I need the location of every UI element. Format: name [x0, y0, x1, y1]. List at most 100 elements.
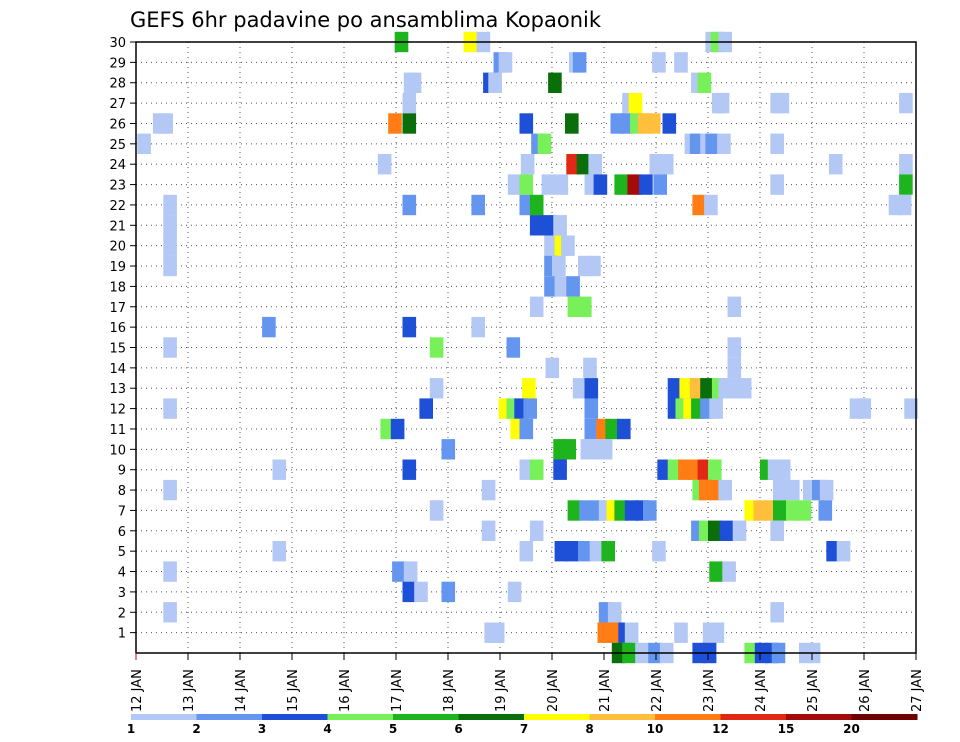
x-tick-label: 26 JAN: [858, 669, 873, 712]
y-tick-label: 20: [109, 240, 126, 255]
heatmap-cell: [597, 622, 612, 643]
heatmap-cell: [624, 622, 639, 643]
heatmap-cell: [689, 378, 704, 399]
heatmap-cell: [773, 479, 787, 501]
heatmap-cell: [572, 52, 587, 73]
heatmap-cell: [548, 72, 562, 93]
y-tick-label: 21: [109, 219, 126, 234]
legend-swatch: [851, 714, 918, 720]
heatmap-cell: [529, 194, 544, 216]
heatmap-cell: [163, 479, 177, 501]
heatmap-cell: [717, 133, 731, 154]
heatmap-cell: [605, 418, 619, 440]
heatmap-cell: [566, 154, 580, 175]
y-tick-label: 23: [109, 179, 126, 194]
heatmap-cell: [770, 174, 784, 195]
heatmap-cell: [490, 622, 505, 643]
heatmap-cell: [388, 113, 402, 134]
heatmap-cell: [529, 459, 544, 480]
heatmap-cell: [674, 52, 688, 73]
heatmap-cell: [593, 174, 608, 195]
legend-label: 10: [647, 722, 664, 736]
y-tick-label: 4: [118, 566, 126, 581]
heatmap-cell: [519, 113, 534, 134]
heatmap-cell: [583, 357, 597, 379]
heatmap-cell: [899, 154, 913, 175]
heatmap-cell: [689, 133, 704, 154]
heatmap-cell: [708, 459, 722, 480]
heatmap-cell: [471, 316, 485, 338]
heatmap-cell: [773, 500, 787, 521]
y-tick-label: 1: [118, 627, 126, 642]
y-tick-label: 7: [118, 504, 126, 519]
heatmap-cell: [628, 92, 643, 114]
heatmap-cell: [770, 602, 784, 623]
legend-swatch: [524, 714, 590, 720]
x-tick-label: 17 JAN: [390, 669, 405, 712]
x-tick-label: 24 JAN: [754, 669, 769, 712]
heatmap-cell: [904, 398, 918, 419]
heatmap-cell: [719, 520, 734, 541]
heatmap-cell: [545, 357, 560, 379]
legend-label: 12: [712, 722, 729, 736]
heatmap-cell: [519, 541, 534, 562]
heatmap-cell: [429, 378, 444, 399]
heatmap-cell: [566, 276, 580, 297]
heatmap-cell: [579, 500, 593, 521]
legend-swatch: [786, 714, 852, 720]
legend-label: 6: [454, 722, 462, 736]
heatmap-cell: [562, 439, 576, 460]
heatmap-cell: [667, 378, 682, 399]
heatmap-cell: [578, 541, 592, 562]
heatmap-cell: [588, 154, 602, 175]
heatmap-cell: [692, 194, 706, 216]
heatmap-cell: [819, 479, 834, 501]
heatmap-cell: [506, 337, 521, 358]
x-tick-label: 18 JAN: [442, 669, 457, 712]
y-tick-label: 27: [109, 97, 126, 112]
legend-swatch: [131, 714, 197, 720]
heatmap-cell: [565, 113, 579, 134]
heatmap-cell: [652, 52, 666, 73]
heatmap-cell: [377, 154, 392, 175]
heatmap-cell: [646, 113, 661, 134]
heatmap-cell: [163, 602, 177, 623]
heatmap-cell: [899, 174, 913, 195]
heatmap-cell: [507, 174, 522, 195]
legend-swatch: [393, 714, 459, 720]
heatmap-cell: [262, 316, 276, 338]
heatmap-cell: [403, 561, 418, 582]
y-tick-label: 24: [109, 158, 126, 173]
heatmap-cell: [572, 378, 587, 399]
y-tick-label: 11: [109, 423, 126, 438]
cells: [137, 31, 918, 664]
heatmap-cell: [429, 500, 444, 521]
heatmap-cell: [163, 337, 177, 358]
heatmap-cell: [657, 459, 671, 480]
legend-label: 2: [192, 722, 200, 736]
heatmap-cell: [554, 541, 569, 562]
heatmap-cell: [732, 520, 747, 541]
heatmap-cell: [659, 154, 674, 175]
heatmap-cell: [580, 439, 595, 460]
legend-label: 7: [520, 722, 528, 736]
heatmap-cell: [544, 276, 558, 297]
heatmap-cell: [639, 174, 653, 195]
heatmap-cell: [727, 357, 742, 379]
y-tick-label: 10: [109, 443, 126, 458]
x-tick-label: 25 JAN: [806, 669, 821, 712]
y-tick-label: 9: [118, 464, 126, 479]
heatmap-cell: [643, 500, 657, 521]
heatmap-cell: [522, 378, 536, 399]
heatmap-cell: [715, 92, 730, 114]
heatmap-cell: [520, 154, 535, 175]
heatmap-cell: [392, 561, 406, 582]
heatmap-cell: [519, 418, 534, 440]
heatmap-cell: [137, 133, 151, 154]
heatmap-cell: [700, 378, 714, 399]
heatmap-cell: [614, 500, 628, 521]
x-tick-label: 22 JAN: [650, 669, 665, 712]
x-tick-label: 12 JAN: [130, 669, 145, 712]
heatmap-cell: [471, 194, 485, 216]
x-tick-label: 20 JAN: [546, 669, 561, 712]
